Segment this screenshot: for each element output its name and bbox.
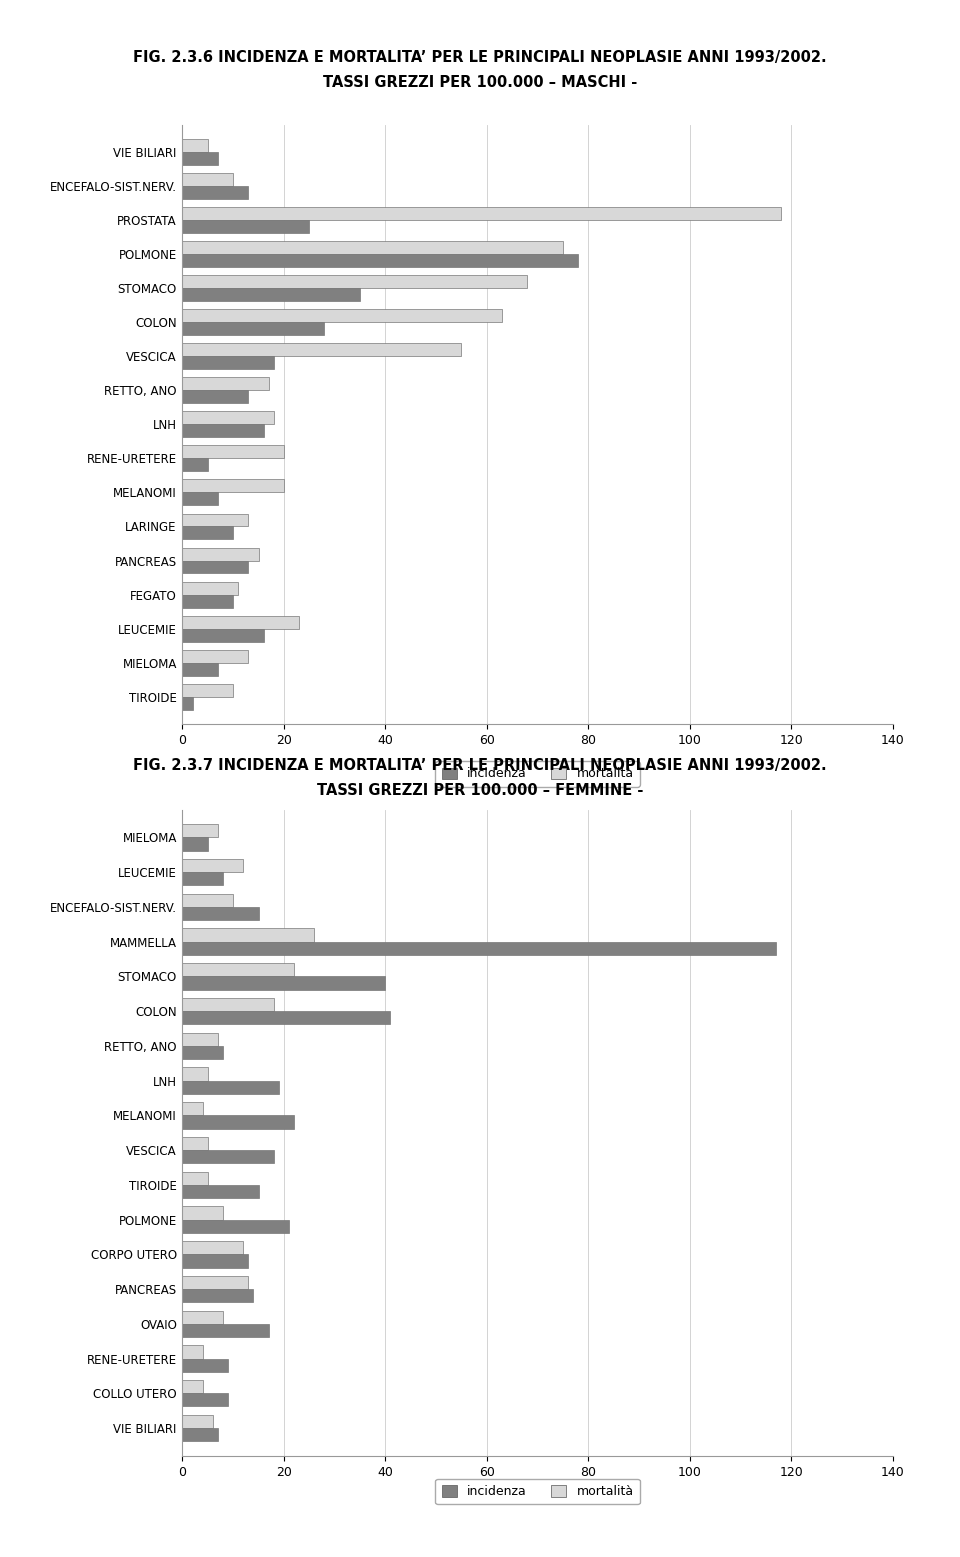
Bar <box>182 1137 207 1151</box>
Bar <box>182 548 258 561</box>
Text: FIG. 2.3.6 INCIDENZA E MORTALITA’ PER LE PRINCIPALI NEOPLASIE ANNI 1993/2002.: FIG. 2.3.6 INCIDENZA E MORTALITA’ PER LE… <box>133 50 827 65</box>
Bar <box>182 153 218 165</box>
Bar <box>182 343 462 357</box>
Bar <box>182 964 294 976</box>
Bar <box>182 1255 249 1267</box>
Bar <box>182 1359 228 1372</box>
Bar <box>182 288 360 301</box>
Bar <box>182 859 243 872</box>
Bar <box>182 1345 203 1359</box>
Bar <box>182 173 233 185</box>
Bar <box>182 391 249 403</box>
Text: TASSI GREZZI PER 100.000 – FEMMINE -: TASSI GREZZI PER 100.000 – FEMMINE - <box>317 783 643 799</box>
Bar <box>182 1046 223 1059</box>
Bar <box>182 1102 203 1115</box>
Bar <box>182 1207 223 1219</box>
Text: TASSI GREZZI PER 100.000 – MASCHI -: TASSI GREZZI PER 100.000 – MASCHI - <box>323 75 637 90</box>
Bar <box>182 1289 253 1302</box>
Bar <box>182 1415 213 1428</box>
Bar <box>182 1185 258 1197</box>
Bar <box>182 1323 269 1337</box>
Bar <box>182 1171 207 1185</box>
Bar <box>182 480 284 492</box>
Bar <box>182 1394 228 1406</box>
Bar <box>182 220 309 234</box>
Text: FIG. 2.3.7 INCIDENZA E MORTALITA’ PER LE PRINCIPALI NEOPLASIE ANNI 1993/2002.: FIG. 2.3.7 INCIDENZA E MORTALITA’ PER LE… <box>133 758 827 774</box>
Bar <box>182 838 207 850</box>
Bar <box>182 684 233 698</box>
Bar <box>182 582 238 595</box>
Legend: incidenza, mortalità: incidenza, mortalità <box>436 761 639 786</box>
Bar <box>182 514 249 526</box>
Bar <box>182 928 314 942</box>
Bar <box>182 276 527 288</box>
Bar <box>182 411 274 425</box>
Bar <box>182 561 249 573</box>
Bar <box>182 976 385 990</box>
Bar <box>182 629 264 641</box>
Bar <box>182 649 249 663</box>
Bar <box>182 615 300 629</box>
Bar <box>182 445 284 458</box>
Bar <box>182 872 223 886</box>
Bar <box>182 1068 207 1081</box>
Bar <box>182 310 502 322</box>
Bar <box>182 906 258 920</box>
Bar <box>182 1219 289 1233</box>
Bar <box>182 1275 249 1289</box>
Bar <box>182 241 563 254</box>
Bar <box>182 458 207 472</box>
Bar <box>182 139 207 153</box>
Bar <box>182 1115 294 1129</box>
Bar <box>182 492 218 506</box>
Bar <box>182 824 218 838</box>
Bar <box>182 185 249 199</box>
Bar <box>182 207 781 220</box>
Bar <box>182 357 274 369</box>
Bar <box>182 377 269 391</box>
Bar <box>182 1241 243 1255</box>
Bar <box>182 1380 203 1394</box>
Bar <box>182 1311 223 1323</box>
Bar <box>182 322 324 335</box>
Bar <box>182 595 233 607</box>
Bar <box>182 1151 274 1163</box>
Bar <box>182 1032 218 1046</box>
Bar <box>182 1010 391 1025</box>
Bar <box>182 1428 218 1442</box>
Bar <box>182 894 233 906</box>
Bar <box>182 254 578 266</box>
Bar <box>182 526 233 539</box>
Bar <box>182 663 218 676</box>
Bar <box>182 1081 278 1095</box>
Legend: incidenza, mortalità: incidenza, mortalità <box>436 1479 639 1504</box>
Bar <box>182 698 193 710</box>
Bar <box>182 942 776 954</box>
Bar <box>182 998 274 1010</box>
Bar <box>182 425 264 438</box>
